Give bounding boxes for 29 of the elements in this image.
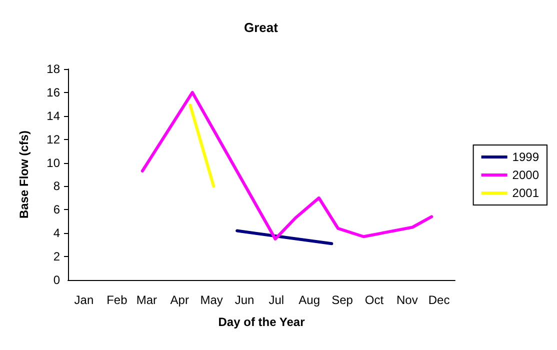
y-tick-label: 2 [53,250,60,264]
y-tick-label: 18 [46,62,60,76]
x-tick-label: Dec [428,293,450,307]
y-axis-title: Base Flow (cfs) [17,130,31,219]
x-tick-label: Oct [364,293,384,307]
x-tick-label: Aug [298,293,320,307]
legend-label: 2000 [512,168,540,182]
x-tick-label: Jan [74,293,94,307]
x-tick-label: Jun [234,293,254,307]
x-tick-label: Apr [170,293,189,307]
y-tick-label: 4 [53,226,60,240]
y-tick-label: 14 [46,108,60,123]
x-axis-title: Day of the Year [218,315,306,329]
x-tick-label: Feb [106,293,128,307]
y-tick-label: 0 [53,273,60,287]
x-tick-label: Jul [268,293,284,307]
y-tick-label: 16 [46,85,60,100]
y-tick-label: 6 [53,202,60,217]
x-tick-label: Nov [396,293,418,307]
y-tick-label: 10 [46,156,60,170]
x-tick-label: Mar [136,293,158,307]
legend-label: 1999 [512,150,540,164]
line-series [140,90,434,240]
y-tick-label: 12 [46,132,60,146]
y-tick-label: 8 [53,179,60,194]
x-tick-label: May [200,293,223,307]
chart-title: Great [244,20,279,35]
x-tick-label: Sep [332,293,354,307]
legend-label: 2001 [512,186,540,200]
